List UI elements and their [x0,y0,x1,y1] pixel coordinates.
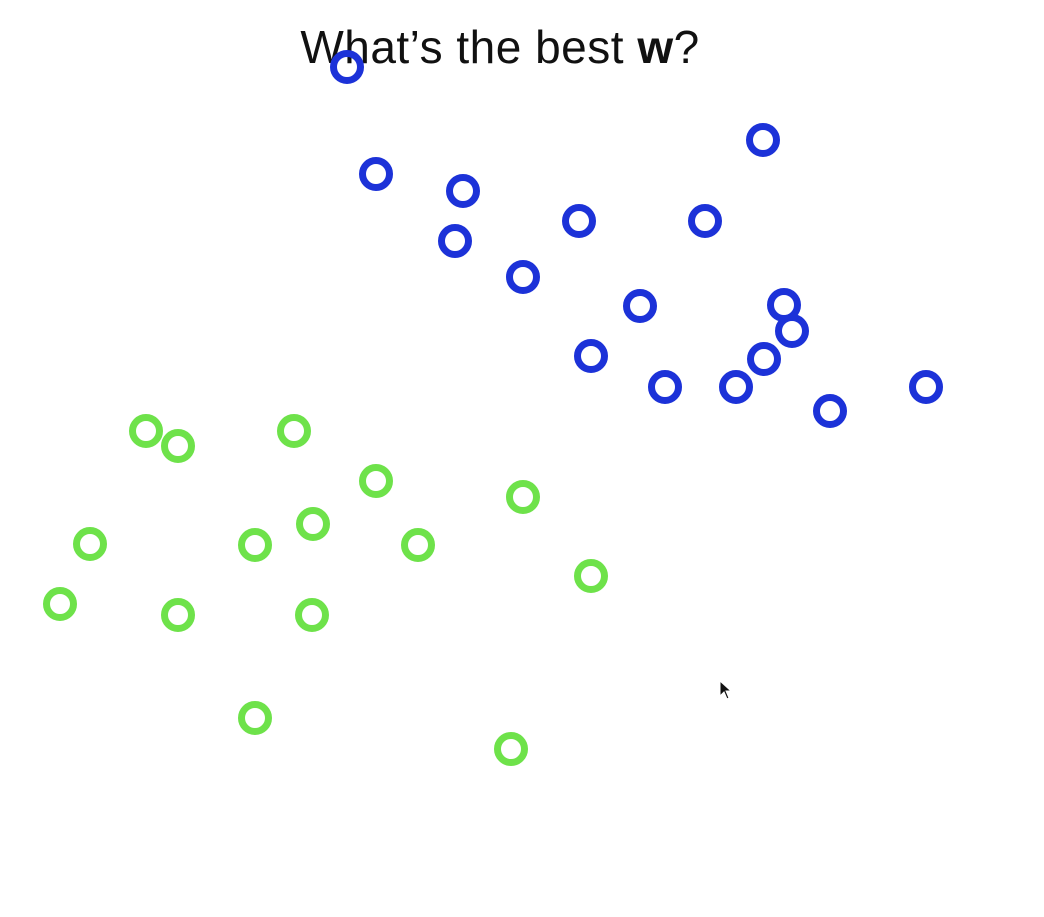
series-1 [330,50,943,428]
data-point [73,527,107,561]
series-0 [43,414,608,766]
data-point [330,50,364,84]
data-point [746,123,780,157]
data-point [401,528,435,562]
arrow-cursor-icon [719,680,733,700]
data-point [747,342,781,376]
title-prefix: What’s the best [300,21,638,73]
data-point [438,224,472,258]
data-point [648,370,682,404]
data-point [359,464,393,498]
data-point [359,157,393,191]
data-point [909,370,943,404]
title-suffix: ? [673,21,700,73]
page-title: What’s the best w? [0,20,1000,74]
data-point [767,288,801,322]
data-point [506,260,540,294]
data-point [238,701,272,735]
data-point [129,414,163,448]
data-point [623,289,657,323]
data-point [494,732,528,766]
data-point [161,429,195,463]
data-point [277,414,311,448]
data-point [719,370,753,404]
data-point [688,204,722,238]
data-point [296,507,330,541]
data-point [574,559,608,593]
data-point [238,528,272,562]
data-point [43,587,77,621]
title-bold-w: w [637,21,674,73]
data-point [574,339,608,373]
data-point [562,204,596,238]
data-point [295,598,329,632]
data-point [161,598,195,632]
data-point [506,480,540,514]
data-point [813,394,847,428]
data-point [446,174,480,208]
